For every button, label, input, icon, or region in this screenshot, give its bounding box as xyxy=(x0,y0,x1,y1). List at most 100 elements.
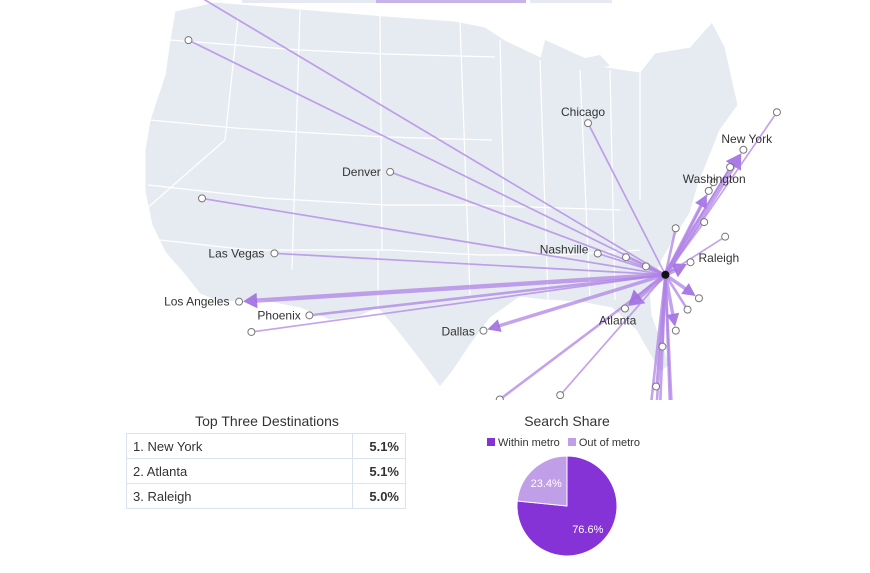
flow-line xyxy=(664,237,723,276)
destination-points xyxy=(184,36,781,400)
city-label: Los Angeles xyxy=(164,295,229,309)
city-point[interactable] xyxy=(593,249,602,258)
unlabeled-city-point[interactable] xyxy=(247,327,256,336)
city-label: Washington xyxy=(683,172,746,186)
flow-lines xyxy=(191,0,776,400)
tab-active[interactable] xyxy=(376,0,526,3)
unlabeled-city-point[interactable] xyxy=(721,232,730,241)
flow-line xyxy=(203,0,667,276)
us-landmass-upper-peninsula xyxy=(540,40,610,72)
flow-line xyxy=(393,172,667,276)
unlabeled-city-point[interactable] xyxy=(772,108,781,117)
destination-share: 5.0% xyxy=(352,483,406,509)
unlabeled-city-point[interactable] xyxy=(709,178,718,187)
unlabeled-city-point[interactable] xyxy=(671,326,680,335)
flow-line xyxy=(254,272,668,303)
destination-name: 1. New York xyxy=(126,433,353,459)
city-point[interactable] xyxy=(739,145,748,154)
city-label: New York xyxy=(721,132,773,146)
city-point[interactable] xyxy=(235,297,244,306)
flow-line xyxy=(655,273,667,400)
city-label: Raleigh xyxy=(699,251,740,265)
unlabeled-city-point[interactable] xyxy=(556,391,565,400)
flow-arrowhead xyxy=(243,292,258,309)
city-point[interactable] xyxy=(270,249,279,258)
pie-slice[interactable] xyxy=(516,455,618,557)
top-destinations-title: Top Three Destinations xyxy=(195,413,339,429)
unlabeled-city-point[interactable] xyxy=(652,382,661,391)
city-point[interactable] xyxy=(495,395,504,400)
flow-line xyxy=(205,198,667,276)
flow-arrowhead xyxy=(487,319,502,332)
destination-name: 2. Atlanta xyxy=(126,458,353,484)
unlabeled-city-point[interactable] xyxy=(658,342,667,351)
city-point[interactable] xyxy=(305,311,314,320)
unlabeled-city-point[interactable] xyxy=(700,218,709,227)
pie-legend: Within metro Out of metro xyxy=(487,437,645,449)
origin-dot xyxy=(661,270,670,279)
city-label: Phoenix xyxy=(257,308,300,322)
legend-item[interactable]: Within metro xyxy=(487,437,560,449)
flow-line xyxy=(664,114,776,276)
tab-right[interactable] xyxy=(530,0,612,3)
flow-line xyxy=(312,273,667,317)
flow-line xyxy=(191,41,667,276)
city-label: Dallas xyxy=(441,325,474,339)
city-point[interactable] xyxy=(584,119,593,128)
flow-line xyxy=(277,252,667,276)
destination-share: 5.1% xyxy=(352,458,406,484)
city-label: Chicago xyxy=(561,105,605,119)
search-share-title: Search Share xyxy=(524,413,610,429)
unlabeled-city-point[interactable] xyxy=(671,224,680,233)
city-label: Nashville xyxy=(540,243,589,257)
legend-item[interactable]: Out of metro xyxy=(567,437,640,449)
table-row: 2. Atlanta 5.1% xyxy=(126,458,406,484)
city-point[interactable] xyxy=(479,326,488,335)
unlabeled-city-point[interactable] xyxy=(683,305,692,314)
unlabeled-city-point[interactable] xyxy=(694,294,703,303)
flow-line xyxy=(664,273,687,308)
flow-line xyxy=(561,273,667,393)
city-point[interactable] xyxy=(386,167,395,176)
destination-share: 5.1% xyxy=(352,433,406,459)
legend-swatch-out xyxy=(567,438,576,446)
flow-line xyxy=(664,273,673,400)
top-destinations-table: 1. New York 5.1% 2. Atlanta 5.1% 3. Rale… xyxy=(126,433,406,509)
city-point[interactable] xyxy=(686,258,695,267)
city-point[interactable] xyxy=(704,186,713,195)
unlabeled-city-point[interactable] xyxy=(184,36,193,45)
legend-label: Out of metro xyxy=(578,437,640,449)
unlabeled-city-point[interactable] xyxy=(198,194,207,203)
flow-line xyxy=(600,253,667,276)
flow-line xyxy=(664,184,713,276)
city-point[interactable] xyxy=(620,304,629,313)
city-label: Denver xyxy=(342,165,381,179)
city-label: Houston xyxy=(448,397,493,400)
destination-name: 3. Raleigh xyxy=(133,488,192,504)
city-label: Atlanta xyxy=(599,314,637,328)
legend-label: Within metro xyxy=(498,437,560,449)
unlabeled-city-point[interactable] xyxy=(641,262,650,271)
pie-slice[interactable] xyxy=(516,455,568,507)
flow-line xyxy=(664,230,677,277)
legend-swatch-within xyxy=(487,438,495,446)
flow-line xyxy=(588,125,667,276)
unlabeled-city-point[interactable] xyxy=(621,253,630,262)
tab-left[interactable] xyxy=(242,0,376,3)
flow-arrowhead xyxy=(670,263,687,278)
table-row: 3. Raleigh 5.0% xyxy=(127,483,406,509)
top-tabs xyxy=(0,0,870,4)
flow-line xyxy=(497,273,668,328)
city-label: Las Vegas xyxy=(208,246,264,260)
flow-arrowhead xyxy=(681,283,696,296)
flow-line xyxy=(664,224,703,276)
table-row: 1. New York 5.1% xyxy=(126,433,406,459)
flow-arrowhead xyxy=(725,153,742,171)
flow-arrowhead xyxy=(695,194,707,209)
flow-line xyxy=(254,273,667,333)
flow-line xyxy=(636,272,669,299)
unlabeled-city-point[interactable] xyxy=(726,163,735,172)
flow-line xyxy=(664,169,729,276)
